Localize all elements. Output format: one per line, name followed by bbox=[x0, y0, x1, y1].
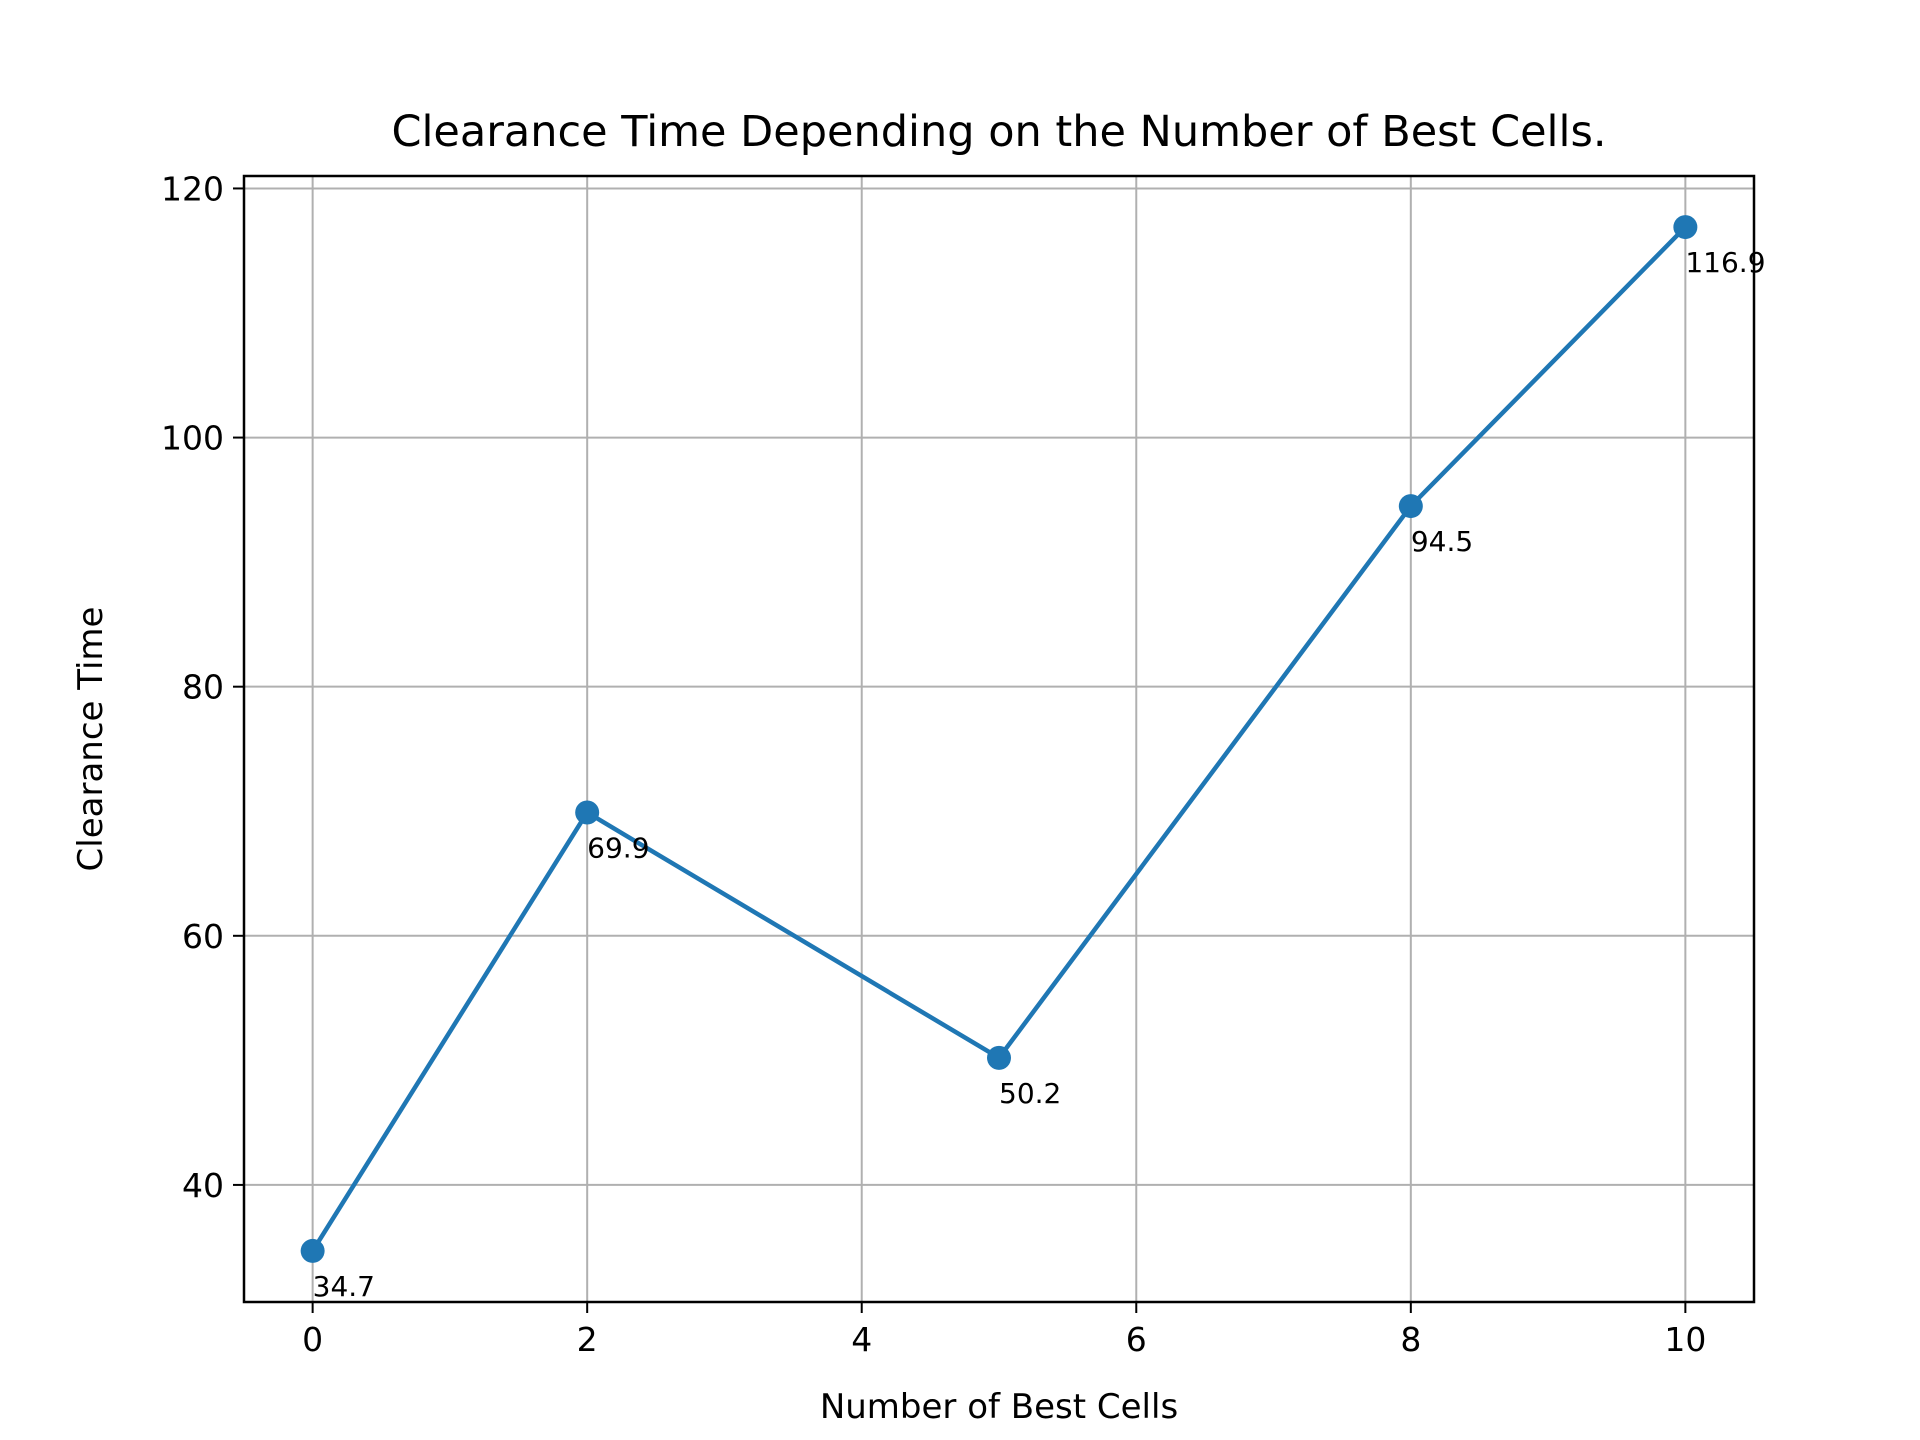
data-label: 94.5 bbox=[1411, 525, 1473, 558]
x-tick-label: 6 bbox=[1126, 1320, 1147, 1359]
data-point bbox=[1673, 215, 1698, 240]
x-tick-label: 8 bbox=[1400, 1320, 1421, 1359]
chart-title: Clearance Time Depending on the Number o… bbox=[391, 107, 1606, 157]
x-tick-label: 4 bbox=[851, 1320, 872, 1359]
plot-area-frame bbox=[242, 174, 1756, 1304]
x-tick-label: 2 bbox=[577, 1320, 598, 1359]
x-tick-label: 0 bbox=[302, 1320, 323, 1359]
data-label: 116.9 bbox=[1685, 246, 1765, 279]
data-label: 50.2 bbox=[999, 1077, 1061, 1110]
data-point-markers bbox=[300, 215, 1698, 1263]
y-axis-ticks: 40 60 80 100 120 bbox=[161, 169, 244, 1205]
data-point bbox=[575, 800, 600, 825]
x-axis-ticks: 0 2 4 6 8 10 bbox=[302, 1302, 1706, 1359]
x-axis-label: Number of Best Cells bbox=[820, 1387, 1178, 1427]
data-label: 34.7 bbox=[313, 1270, 375, 1303]
y-tick-label: 80 bbox=[182, 668, 224, 707]
data-point bbox=[1398, 494, 1423, 519]
data-labels: 34.7 69.9 50.2 94.5 116.9 bbox=[313, 246, 1766, 1303]
y-tick-label: 60 bbox=[182, 917, 224, 956]
y-tick-label: 40 bbox=[182, 1166, 224, 1205]
x-tick-label: 10 bbox=[1664, 1320, 1706, 1359]
grid-lines bbox=[244, 176, 1754, 1302]
data-point bbox=[987, 1045, 1011, 1070]
data-label: 69.9 bbox=[587, 831, 649, 864]
y-axis-label: Clearance Time bbox=[71, 607, 111, 872]
data-point bbox=[300, 1238, 325, 1263]
y-tick-label: 120 bbox=[161, 169, 224, 208]
y-tick-label: 100 bbox=[161, 419, 224, 458]
